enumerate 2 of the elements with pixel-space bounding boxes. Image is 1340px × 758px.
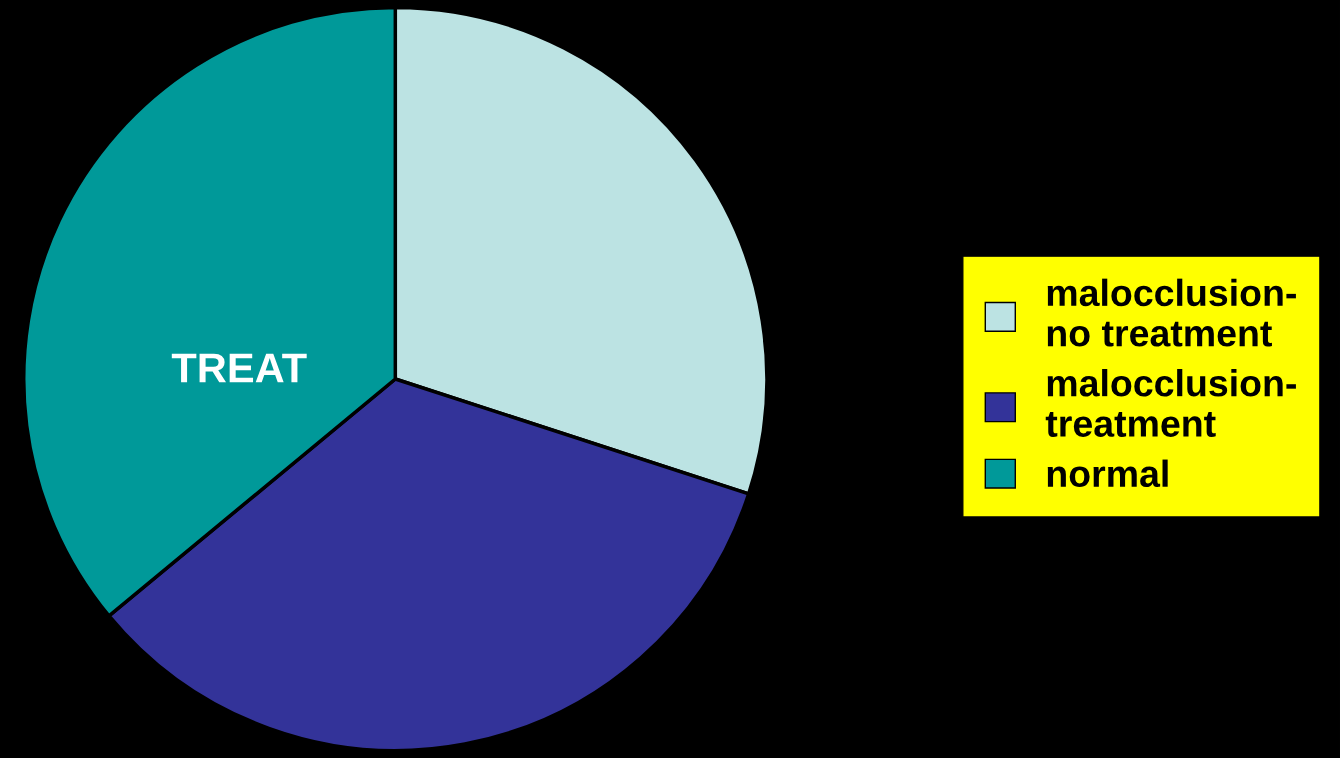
text: TREAT — [171, 353, 307, 383]
legend-label: normal — [1047, 459, 1168, 488]
